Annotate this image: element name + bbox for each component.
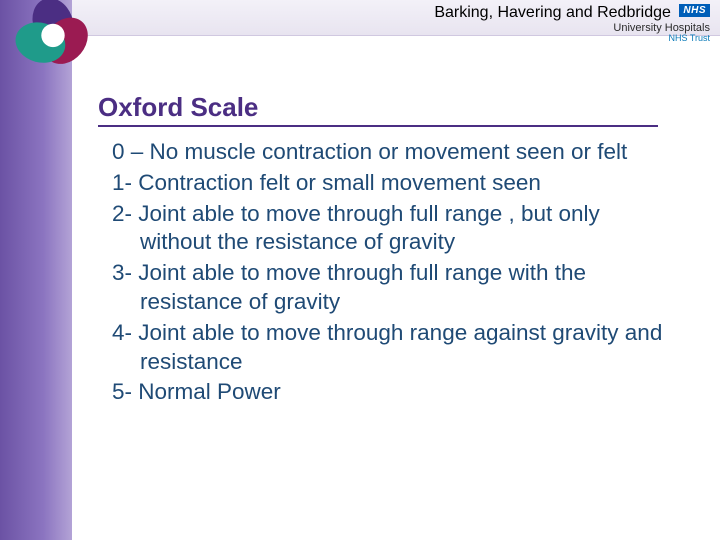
nhs-logo: NHS <box>679 4 710 17</box>
org-name-line2: University Hospitals <box>434 22 710 34</box>
slide-content: 0 – No muscle contraction or movement se… <box>112 138 672 409</box>
list-item: 5- Normal Power <box>112 378 672 407</box>
list-item: 3- Joint able to move through full range… <box>112 259 672 317</box>
nhs-header: Barking, Havering and Redbridge NHS Univ… <box>434 4 710 44</box>
list-item: 2- Joint able to move through full range… <box>112 200 672 258</box>
org-name-line1: Barking, Havering and Redbridge <box>434 4 671 21</box>
list-item: 4- Joint able to move through range agai… <box>112 319 672 377</box>
nhs-trust-text: NHS Trust <box>434 34 710 44</box>
list-item: 1- Contraction felt or small movement se… <box>112 169 672 198</box>
slide: Barking, Havering and Redbridge NHS Univ… <box>0 0 720 540</box>
petal-logo-icon <box>8 0 98 84</box>
petal-center <box>41 24 64 47</box>
list-item: 0 – No muscle contraction or movement se… <box>112 138 672 167</box>
slide-title: Oxford Scale <box>98 92 658 127</box>
